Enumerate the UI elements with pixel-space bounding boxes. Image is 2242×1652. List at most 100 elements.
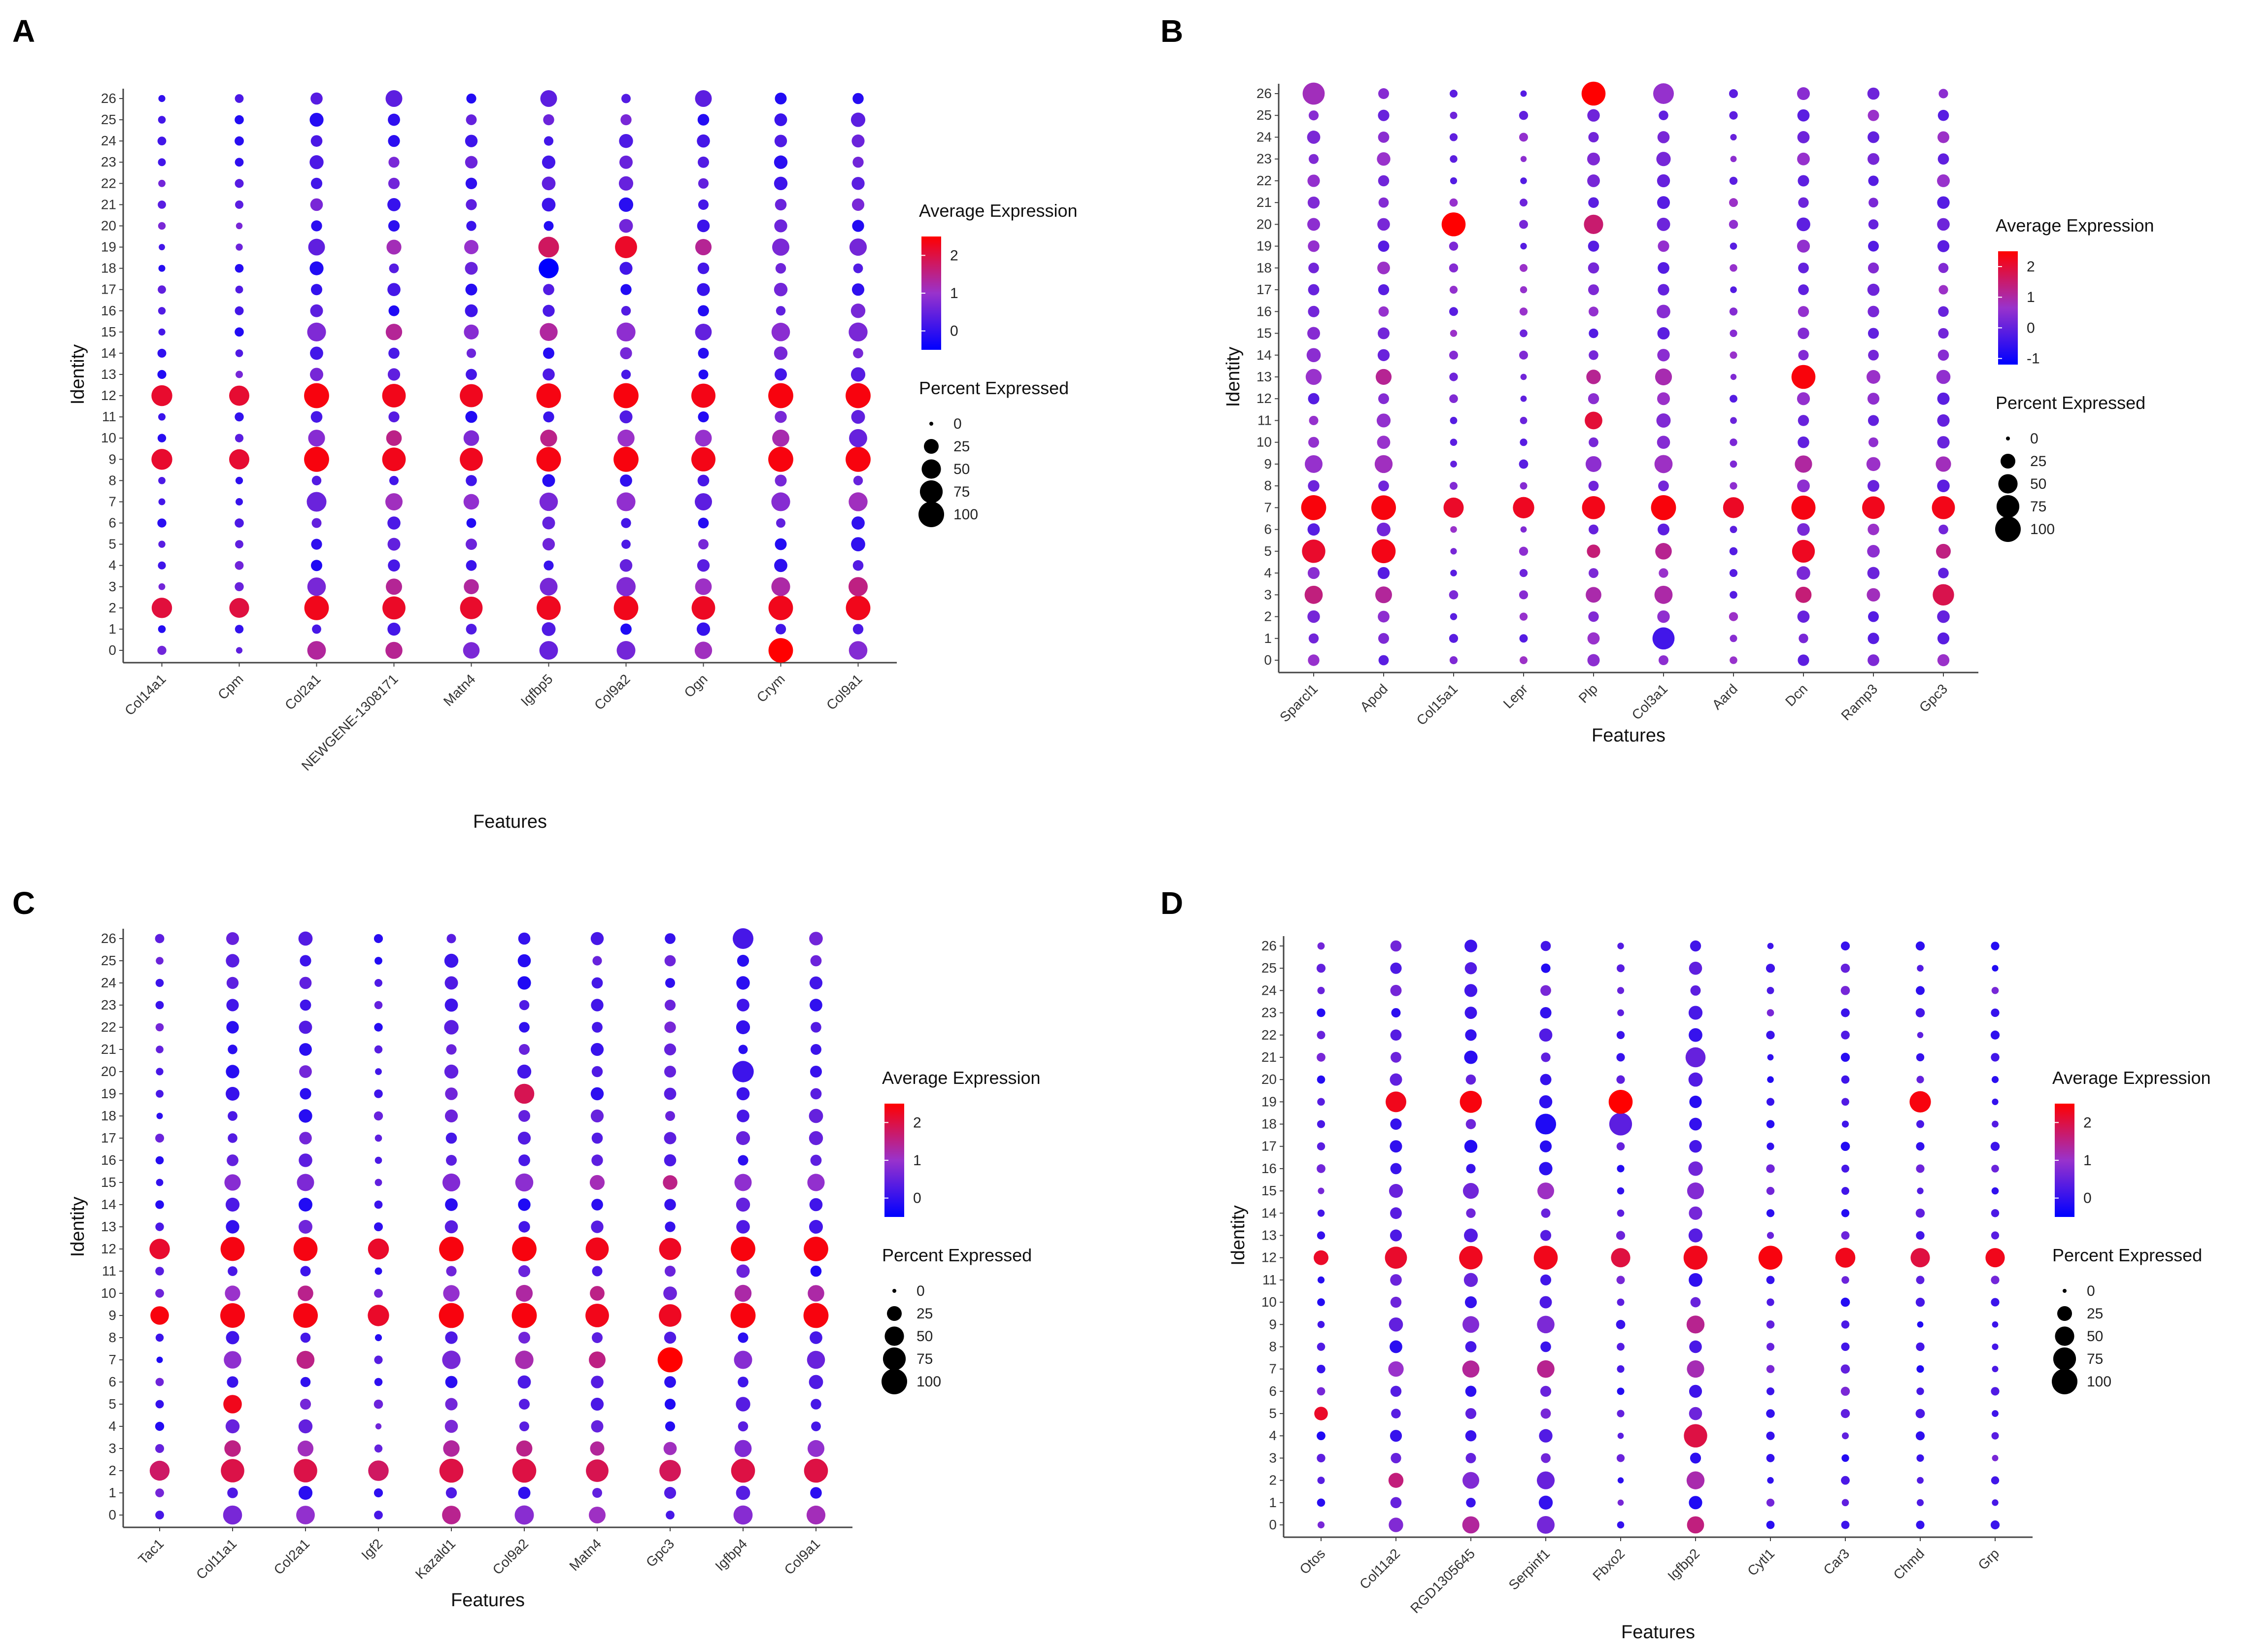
dot-Igfbp4-14: [736, 1197, 750, 1212]
dot-Sparcl1-8: [1308, 480, 1320, 492]
dot-Ogn-22: [698, 178, 709, 189]
dot-Tac1-11: [155, 1267, 164, 1276]
dot-Otos-17: [1317, 1142, 1325, 1150]
dot-Ramp3-13: [1867, 370, 1880, 384]
dot-Otos-1: [1317, 1498, 1325, 1507]
dot-RGD1305645-2: [1462, 1472, 1479, 1489]
dot-Col11a2-22: [1390, 1029, 1402, 1041]
dot-Matn4-2: [586, 1459, 609, 1482]
size-legend-dot: [883, 1347, 906, 1371]
y-tick-label: 16: [1257, 303, 1272, 319]
dot-Col3a1-6: [1658, 523, 1669, 536]
dot-Fbxo2-15: [1617, 1187, 1625, 1195]
dot-NEWGENE-1308171-8: [389, 475, 399, 485]
dot-Gpc3-8: [1937, 479, 1950, 492]
dot-Ramp3-3: [1867, 588, 1880, 602]
dot-Col9a1-9: [803, 1303, 829, 1328]
dot-Col9a1-20: [810, 1066, 822, 1078]
dot-Col9a1-7: [849, 492, 868, 511]
dot-Serpinf1-9: [1537, 1315, 1555, 1334]
dot-Col11a2-20: [1390, 1073, 1402, 1086]
y-tick-label: 7: [108, 494, 116, 509]
dot-Grp-7: [1992, 1366, 1999, 1373]
dot-Igfbp5-17: [543, 284, 554, 296]
size-legend-label: 75: [953, 484, 970, 500]
dot-Col14a1-1: [158, 625, 166, 633]
dot-Kazald1-26: [446, 934, 456, 944]
dot-Dcn-10: [1798, 436, 1809, 448]
dot-Col9a1-19: [810, 1088, 822, 1100]
dot-Dcn-23: [1797, 152, 1810, 166]
dot-Igf2-1: [374, 1488, 383, 1498]
y-tick-label: 25: [1257, 107, 1272, 123]
dot-Grp-18: [1992, 1120, 1999, 1128]
dot-Col2a1-25: [300, 955, 311, 967]
dot-Dcn-25: [1797, 109, 1810, 122]
dot-Igfbp4-0: [733, 1505, 753, 1525]
dot-RGD1305645-16: [1466, 1164, 1476, 1174]
x-tick-label: Tac1: [135, 1536, 167, 1567]
dot-NEWGENE-1308171-9: [382, 447, 406, 472]
dot-Col9a2-13: [621, 370, 631, 379]
dot-Igfbp4-24: [736, 976, 750, 990]
size-legend-dot: [2063, 1289, 2067, 1293]
dot-Igfbp5-13: [543, 368, 555, 381]
dot-Col11a1-24: [226, 977, 239, 989]
dot-Fbxo2-13: [1616, 1231, 1626, 1240]
dot-Col9a2-3: [516, 1440, 533, 1457]
y-tick-label: 20: [101, 218, 116, 233]
dot-Col15a1-17: [1449, 285, 1458, 294]
dot-Igfbp5-18: [539, 258, 559, 278]
y-tick-label: 18: [101, 1108, 116, 1123]
dot-Igf2-23: [374, 1001, 383, 1010]
dot-Kazald1-16: [446, 1155, 457, 1166]
y-tick-label: 6: [108, 1374, 116, 1389]
dot-Chmd-6: [1916, 1387, 1924, 1395]
x-tick-label: Cpm: [215, 671, 246, 703]
dot-Col9a1-26: [852, 93, 864, 104]
dot-Serpinf1-17: [1539, 1140, 1552, 1152]
dot-NEWGENE-1308171-3: [386, 578, 402, 595]
dot-Cytl1-24: [1766, 986, 1774, 994]
y-tick-label: 26: [101, 91, 116, 106]
dot-Ogn-3: [695, 578, 712, 595]
dot-RGD1305645-15: [1462, 1183, 1479, 1199]
dot-Ogn-15: [695, 323, 712, 340]
dot-Matn4-0: [463, 642, 480, 659]
size-legend-label: 50: [917, 1328, 933, 1345]
dot-Col3a1-0: [1659, 655, 1668, 665]
dot-NEWGENE-1308171-0: [385, 641, 403, 659]
y-tick-label: 6: [108, 515, 116, 531]
dot-Col11a2-8: [1390, 1340, 1402, 1353]
dot-Igf2-22: [374, 1023, 383, 1032]
dot-Matn4-20: [466, 221, 476, 231]
dot-Col9a1-0: [849, 641, 868, 660]
dot-Crym-7: [771, 492, 790, 511]
y-tick-label: 22: [101, 175, 116, 191]
dot-Col2a1-23: [300, 999, 311, 1011]
dot-Grp-12: [1985, 1248, 2005, 1268]
size-legend-dot: [2057, 1306, 2072, 1321]
dot-Igf2-5: [374, 1399, 383, 1409]
y-tick-label: 17: [101, 1130, 116, 1146]
dot-Plp-13: [1586, 370, 1601, 384]
dot-Kazald1-18: [444, 1109, 458, 1123]
dot-Igfbp4-18: [737, 1110, 749, 1122]
dot-Igfbp2-17: [1689, 1140, 1702, 1153]
dot-Dcn-8: [1797, 479, 1810, 493]
dot-Cytl1-12: [1758, 1246, 1783, 1270]
dot-Grp-10: [1991, 1298, 2000, 1307]
y-tick-label: 9: [1269, 1316, 1277, 1332]
dot-Col3a1-21: [1657, 196, 1670, 209]
size-legend-label: 75: [917, 1351, 933, 1367]
dot-Fbxo2-23: [1617, 1009, 1624, 1016]
dot-Gpc3-13: [665, 1221, 676, 1232]
dot-Igf2-7: [374, 1355, 383, 1364]
dot-Tac1-26: [155, 934, 165, 944]
dot-Lepr-2: [1519, 612, 1528, 621]
dot-Tac1-23: [155, 1001, 164, 1010]
dot-Car3-8: [1841, 1342, 1850, 1351]
dot-Ramp3-16: [1868, 305, 1879, 318]
dot-Col9a1-14: [853, 348, 863, 359]
dot-Col9a1-14: [809, 1198, 823, 1212]
